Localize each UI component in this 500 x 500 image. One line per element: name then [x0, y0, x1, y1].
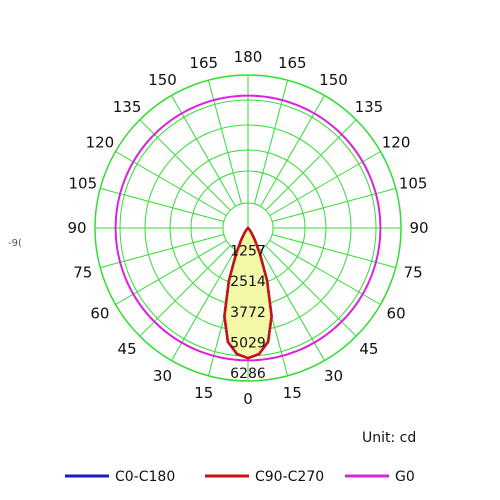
legend-label-0: C0-C180: [115, 469, 175, 485]
angle-label-left: 90: [67, 219, 86, 237]
angle-label-left: 120: [86, 134, 115, 152]
angle-label-right: 105: [399, 175, 428, 193]
angle-label-left: 15: [194, 384, 213, 402]
series-curve-1: [223, 226, 273, 360]
grid-spoke: [265, 119, 357, 211]
angle-label-right: 0: [243, 390, 253, 408]
angle-label-left: 135: [113, 98, 142, 116]
angle-label-left: 150: [148, 71, 177, 89]
angle-label-left: 60: [90, 305, 109, 323]
series-curves: [114, 94, 382, 362]
grid-spoke: [100, 187, 224, 223]
angle-labels: 0 15 30 45 60 75 90 105 120 135 150 165 180 15 30 45 60 7…: [67, 48, 428, 408]
grid-spoke: [272, 233, 396, 269]
stray-label: -9(: [8, 238, 22, 249]
angle-label-left: 45: [118, 340, 137, 358]
angle-label-left: 165: [189, 54, 218, 72]
lobe-fill: [224, 228, 272, 359]
angle-label-right: 180: [234, 48, 263, 66]
legend-label-1: C90-C270: [255, 469, 324, 485]
unit-label: Unit: cd: [362, 430, 416, 446]
radial-tick-label: 6286: [230, 366, 266, 382]
angle-label-right: 15: [283, 384, 302, 402]
radial-tick-label: 3772: [230, 305, 266, 321]
radial-tick-label: 1257: [230, 244, 266, 260]
grid-spoke: [265, 245, 357, 337]
angle-label-right: 75: [404, 263, 423, 281]
distribution-fill: [224, 228, 272, 359]
radial-tick-label: 2514: [230, 274, 266, 290]
grid-spoke: [272, 187, 396, 223]
series-curve-2: [114, 94, 382, 362]
angle-label-left: 30: [153, 367, 172, 385]
angle-label-right: 30: [324, 367, 343, 385]
angle-label-right: 90: [409, 219, 428, 237]
radial-tick-label: 5029: [230, 335, 266, 351]
radial-tick-labels: 1257 2514 3772 5029 6286: [230, 244, 266, 382]
grid-spoke: [207, 80, 243, 204]
angle-label-right: 165: [278, 54, 307, 72]
legend-label-2: G0: [395, 469, 415, 485]
grid-spoke: [253, 80, 289, 204]
angle-label-right: 60: [387, 305, 406, 323]
angle-label-right: 135: [355, 98, 384, 116]
grid-spoke: [100, 233, 224, 269]
angle-label-right: 120: [382, 134, 411, 152]
angle-label-left: 105: [69, 175, 98, 193]
angle-label-right: 45: [359, 340, 378, 358]
grid-spoke: [139, 245, 231, 337]
angle-label-right: 150: [319, 71, 348, 89]
grid-spoke: [139, 119, 231, 211]
legend: C0-C180 C90-C270 G0: [65, 469, 415, 485]
angle-label-left: 75: [73, 263, 92, 281]
